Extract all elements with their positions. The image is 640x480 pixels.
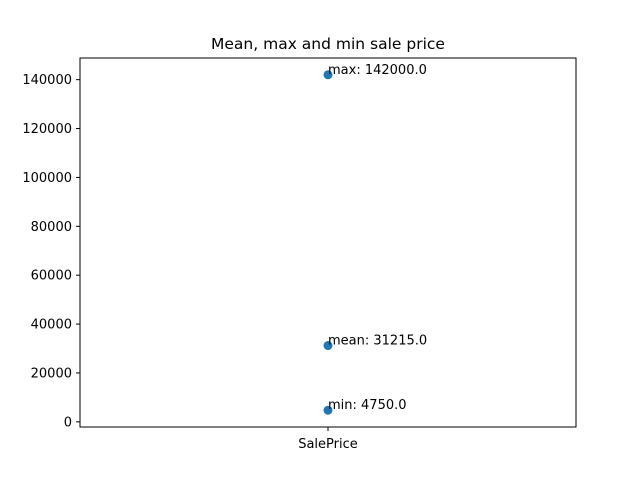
y-axis: 0 20000 40000 60000 80000 100000 120000 140000 — [22, 73, 80, 430]
y-tick-label: 120000 — [22, 122, 72, 137]
y-tick-label: 60000 — [31, 269, 72, 284]
data-point — [323, 405, 333, 415]
point-annotation: mean: 31215.0 — [328, 334, 427, 349]
y-tick-label: 0 — [64, 415, 72, 430]
chart-title: Mean, max and min sale price — [211, 35, 445, 53]
point-annotation: max: 142000.0 — [328, 63, 427, 78]
y-tick-label: 80000 — [31, 220, 72, 235]
y-tick-label: 40000 — [31, 318, 72, 333]
plot-area — [79, 57, 577, 428]
data-point — [323, 70, 333, 80]
x-axis: SalePrice — [298, 427, 358, 452]
point-annotation: min: 4750.0 — [328, 398, 407, 413]
point-annotations: max: 142000.0 mean: 31215.0 min: 4750.0 — [328, 63, 427, 413]
x-tick-label: SalePrice — [298, 437, 358, 452]
y-tick-label: 140000 — [22, 73, 72, 88]
y-tick-label: 20000 — [31, 366, 72, 381]
data-points — [323, 70, 333, 415]
y-tick-label: 100000 — [22, 171, 72, 186]
data-point — [323, 341, 333, 351]
